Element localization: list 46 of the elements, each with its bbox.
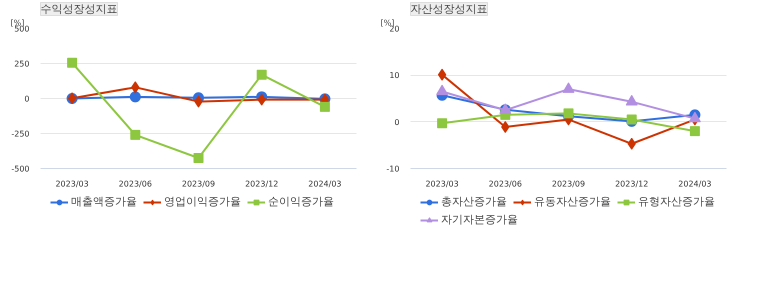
point (67, 58, 78, 68)
y-axis-title: [%] (10, 18, 24, 28)
point (564, 108, 574, 118)
x-tick-label: 2023/06 (488, 180, 522, 188)
point (626, 114, 637, 124)
x-tick-label: 2024/03 (678, 180, 712, 188)
x-tick-label: 2023/09 (552, 180, 586, 188)
x-tick-label: 2023/06 (118, 180, 152, 188)
y-tick-label: -500 (11, 164, 30, 174)
legend-label: 총자산증가율 (441, 194, 507, 209)
y-tick-label: -10 (386, 164, 400, 174)
point (437, 118, 448, 128)
legend-label: 유동자산증가율 (534, 194, 611, 209)
chart-title: 수익성장성지표 (40, 2, 118, 16)
point (436, 84, 448, 96)
point (194, 153, 204, 163)
legend-label: 매출액증가율 (71, 194, 137, 209)
y-tick-label: -250 (11, 130, 30, 138)
x-tick-label: 2023/09 (182, 180, 216, 188)
legend-label: 영업이익증가율 (164, 194, 241, 209)
x-tick-label: 2024/03 (308, 180, 342, 188)
point (194, 96, 203, 108)
legend-label: 자기자본증가율 (441, 212, 518, 227)
point (562, 82, 574, 93)
legend-label: 유형자산증가율 (638, 194, 715, 209)
chart-title: 자산성장성지표 (410, 2, 488, 16)
x-tick-label: 2023/03 (55, 180, 89, 188)
point (688, 112, 701, 122)
y-tick-label: 20 (389, 24, 400, 34)
point (626, 94, 638, 106)
point (320, 102, 330, 112)
y-tick-label: 0 (394, 118, 400, 127)
point (438, 68, 446, 81)
legend-label: 순이익증가율 (268, 194, 334, 209)
point (130, 130, 140, 140)
point (256, 70, 267, 80)
y-axis-title: [%] (380, 18, 394, 28)
y-tick-label: 500 (14, 24, 30, 34)
point (690, 126, 700, 136)
x-tick-label: 2023/12 (615, 180, 648, 188)
x-tick-label: 2023/12 (245, 180, 278, 188)
y-tick-label: 10 (389, 71, 400, 80)
x-tick-label: 2023/03 (425, 180, 459, 188)
point (130, 91, 141, 102)
y-tick-label: 250 (14, 60, 30, 68)
y-tick-label: 0 (24, 94, 30, 104)
